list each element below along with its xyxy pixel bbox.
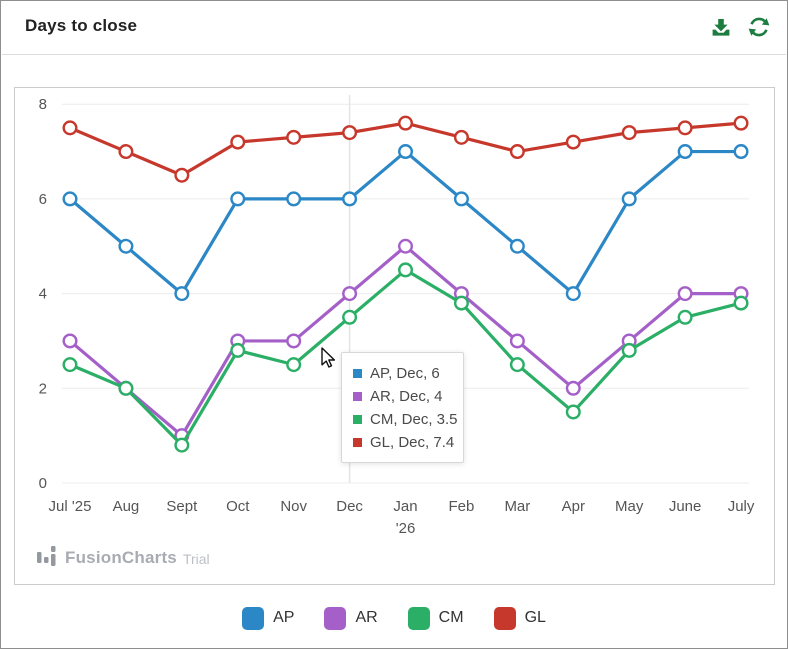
legend-marker-CM: [407, 606, 430, 630]
tooltip-label: GL, Dec, 7.4: [370, 434, 455, 451]
refresh-icon: [748, 16, 770, 41]
tooltip-label: AR, Dec, 4: [370, 388, 443, 405]
refresh-button[interactable]: [746, 15, 772, 41]
legend-item-GL[interactable]: GL: [493, 606, 546, 630]
tooltip-swatch-CM: [353, 415, 362, 424]
tooltip-row-GL: GL, Dec, 7.4: [353, 431, 455, 454]
legend-item-AR[interactable]: AR: [324, 606, 378, 630]
legend-marker-GL: [493, 606, 516, 630]
tooltip-swatch-AP: [353, 369, 362, 378]
legend-marker-AP: [242, 606, 265, 630]
download-icon: [710, 16, 732, 41]
fusioncharts-logo-icon: [37, 545, 56, 572]
legend-item-CM[interactable]: CM: [407, 606, 464, 630]
tooltip-row-AP: AP, Dec, 6: [353, 362, 452, 385]
tooltip-row-CM: CM, Dec, 3.5: [353, 408, 458, 431]
legend-marker-AR: [324, 606, 347, 630]
chart-legend: AP AR CM GL: [1, 602, 787, 634]
legend-label: CM: [438, 609, 464, 626]
tooltip-swatch-AR: [353, 392, 362, 401]
watermark-brand: FusionCharts: [65, 548, 177, 567]
tooltip-label: CM, Dec, 3.5: [370, 411, 458, 428]
legend-label: AP: [273, 609, 295, 626]
tooltip-swatch-GL: [353, 438, 362, 447]
chart-canvas-panel: [14, 87, 775, 585]
chart-tooltip: AP, Dec, 6 AR, Dec, 4 CM, Dec, 3.5 GL, Dec,…: [341, 352, 464, 463]
watermark-trial-label: Trial: [182, 551, 210, 567]
legend-label: GL: [524, 609, 546, 626]
fusioncharts-watermark: FusionCharts Trial: [37, 545, 210, 571]
legend-label: AR: [355, 609, 378, 626]
page-title: Days to close: [25, 16, 138, 35]
legend-item-AP[interactable]: AP: [242, 606, 295, 630]
tooltip-label: AP, Dec, 6: [370, 365, 440, 382]
download-button[interactable]: [708, 15, 734, 41]
tooltip-row-AR: AR, Dec, 4: [353, 385, 452, 408]
widget-header: Days to close: [2, 1, 786, 55]
